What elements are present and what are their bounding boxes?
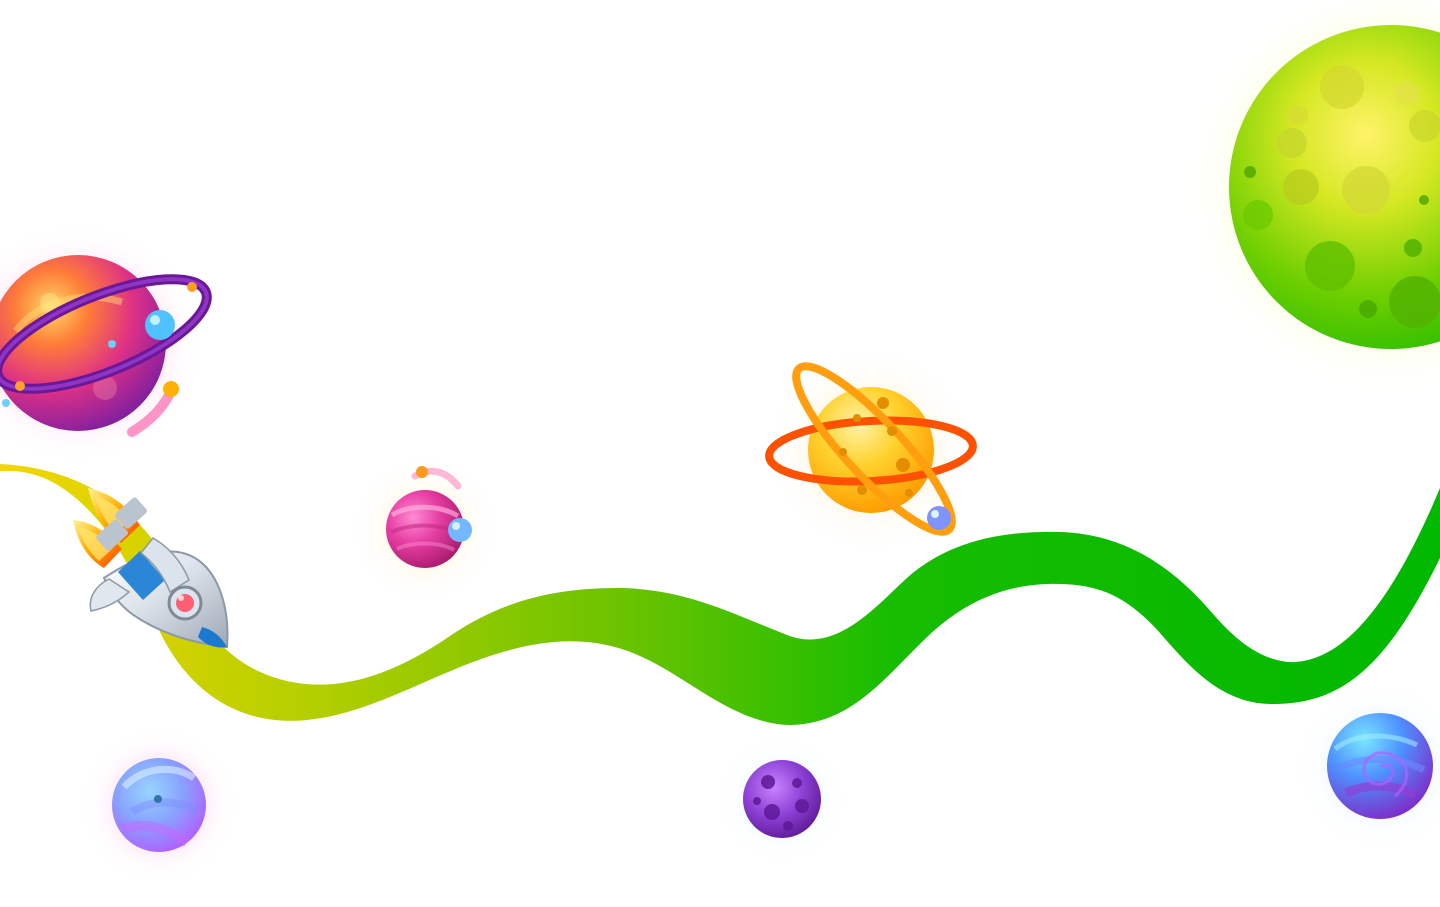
moon-planet-green <box>1197 0 1440 381</box>
small-planet-magenta <box>371 466 479 583</box>
ringed-planet-pink <box>0 241 212 445</box>
small-planet-blue <box>1315 701 1440 831</box>
small-planet-lilac <box>99 745 219 865</box>
small-planet-purple <box>737 754 827 844</box>
rocket-icon <box>73 488 229 649</box>
space-path-stripe <box>0 464 1440 725</box>
ringed-planet-orange <box>765 362 977 536</box>
